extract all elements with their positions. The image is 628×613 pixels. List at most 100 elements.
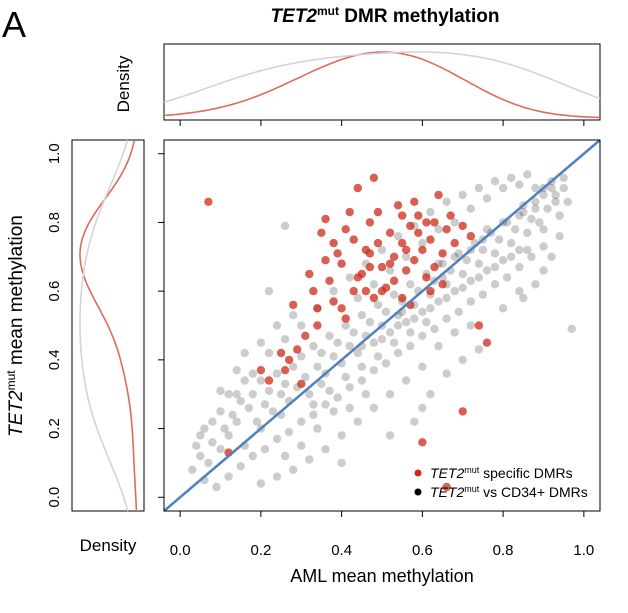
point-red	[410, 256, 419, 265]
point-black	[458, 283, 467, 292]
point-black	[188, 465, 197, 474]
point-black	[264, 386, 274, 395]
point-red	[293, 345, 302, 354]
legend-label-red: TET2mut specific DMRs	[430, 465, 573, 481]
point-black	[325, 386, 334, 395]
point-black	[216, 445, 225, 454]
point-black	[272, 434, 282, 444]
point-black	[474, 183, 484, 193]
point-red	[341, 314, 350, 323]
point-black	[466, 204, 475, 213]
point-red	[373, 238, 383, 248]
point-red	[337, 259, 346, 268]
x-axis-label: AML mean methylation	[290, 566, 473, 586]
point-black	[426, 207, 435, 217]
y-tick-label: 0.0	[46, 487, 63, 508]
point-black	[240, 376, 249, 385]
point-red	[369, 173, 379, 182]
point-black	[224, 472, 233, 481]
point-black	[381, 307, 391, 316]
point-red	[418, 438, 427, 447]
point-red	[361, 245, 371, 255]
chart-title: TET2mut DMR methylation	[271, 4, 500, 27]
x-tick-label: 0.4	[331, 542, 352, 559]
point-red	[442, 225, 451, 234]
point-black	[228, 410, 237, 419]
point-black	[345, 341, 354, 351]
point-black	[434, 297, 443, 306]
identity-line	[163, 139, 601, 512]
point-red	[402, 266, 411, 275]
x-tick-label: 0.2	[250, 542, 271, 559]
point-red	[289, 300, 298, 310]
point-black	[426, 390, 435, 399]
point-black	[418, 403, 427, 413]
top-density-ylabel: Density	[114, 55, 133, 112]
point-black	[507, 252, 516, 261]
point-black	[373, 352, 383, 361]
point-black	[329, 352, 338, 361]
point-red	[317, 228, 326, 237]
point-black	[272, 369, 282, 378]
point-black	[216, 407, 225, 416]
point-red	[398, 293, 407, 303]
point-black	[216, 386, 225, 395]
point-black	[482, 194, 492, 203]
point-black	[297, 352, 306, 361]
y-tick-label: 0.6	[46, 281, 63, 302]
point-red	[389, 276, 399, 285]
point-black	[385, 328, 395, 337]
point-black	[381, 359, 391, 368]
point-black	[280, 379, 290, 389]
left-density-xlabel: Density	[80, 536, 137, 555]
point-red	[301, 331, 310, 340]
point-black	[317, 348, 326, 358]
point-black	[422, 317, 431, 327]
point-black	[260, 400, 270, 409]
point-black	[248, 451, 257, 461]
point-red	[458, 407, 467, 416]
y-axis-label: TET2mut mean methylation	[4, 215, 27, 437]
point-red	[389, 252, 399, 261]
point-black	[353, 417, 362, 426]
point-black	[406, 280, 415, 289]
point-black	[442, 369, 451, 378]
point-black	[200, 424, 209, 433]
point-black	[498, 256, 508, 265]
point-black	[329, 407, 338, 416]
y-tick-label: 1.0	[46, 143, 63, 164]
point-red	[297, 379, 306, 389]
point-red	[333, 249, 342, 258]
point-black	[519, 293, 528, 303]
point-black	[551, 190, 560, 200]
point-black	[232, 390, 241, 399]
plot-frame	[163, 139, 601, 512]
point-black	[313, 424, 322, 433]
point-black	[527, 252, 536, 261]
point-black	[280, 335, 290, 344]
point-red	[414, 211, 423, 220]
point-red	[426, 235, 435, 244]
point-black	[204, 458, 213, 468]
point-black	[377, 245, 387, 255]
point-black	[353, 348, 362, 358]
point-red	[406, 221, 415, 231]
point-black	[365, 317, 375, 327]
point-black	[539, 266, 548, 275]
point-black	[341, 372, 350, 382]
point-black	[418, 238, 427, 248]
point-black	[208, 417, 217, 426]
point-black	[393, 232, 403, 241]
top-density-curve	[163, 51, 601, 103]
point-black	[434, 341, 443, 351]
point-black	[305, 390, 314, 399]
point-black	[410, 417, 419, 426]
point-black	[474, 273, 484, 282]
point-black	[406, 341, 415, 351]
point-black	[474, 259, 484, 268]
point-black	[482, 225, 492, 234]
point-black	[523, 245, 532, 255]
point-black	[450, 252, 459, 261]
point-black	[490, 177, 500, 186]
